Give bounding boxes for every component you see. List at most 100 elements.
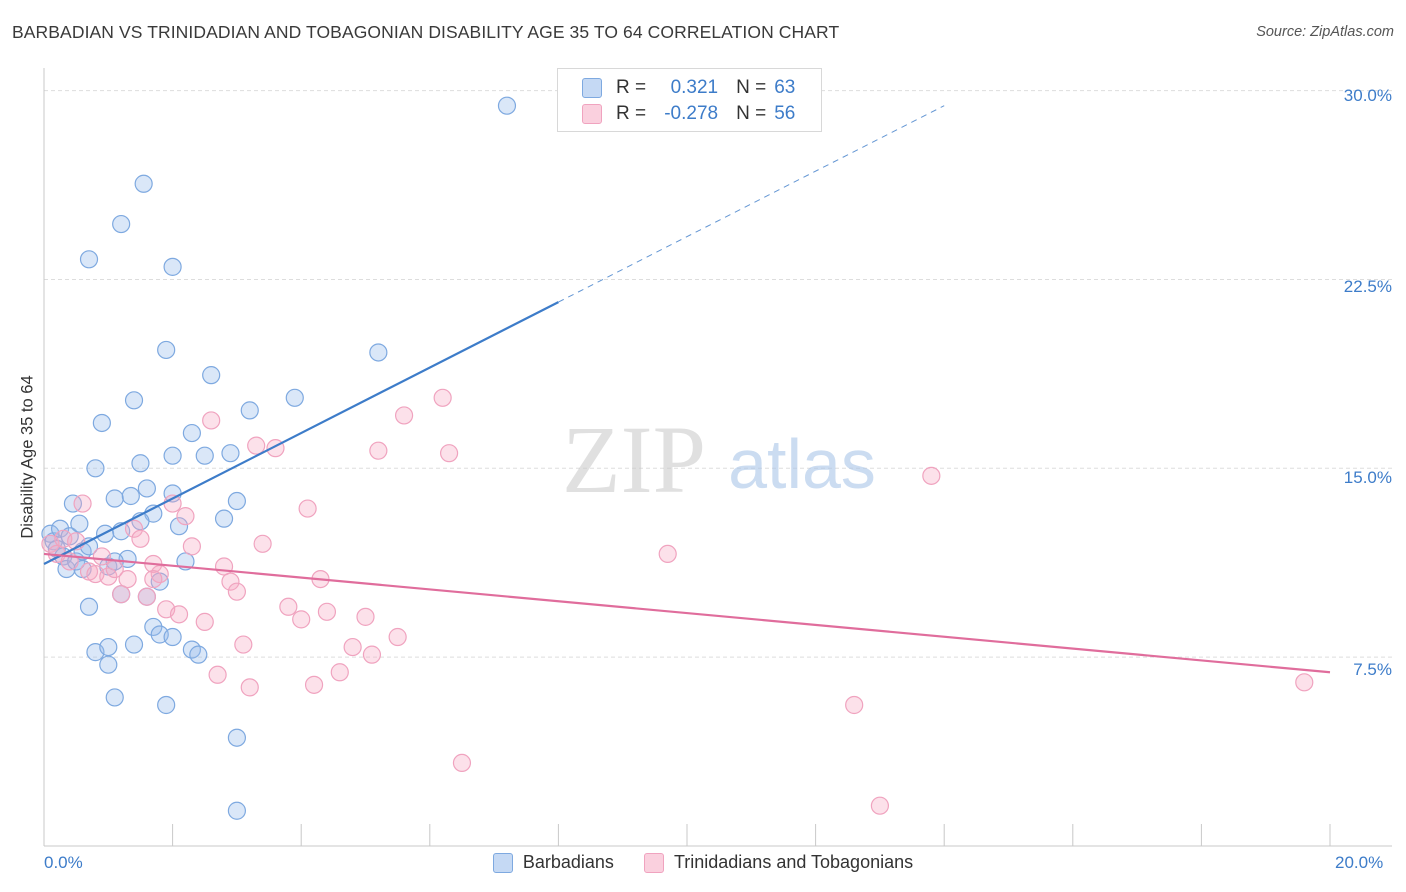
series-name: Barbadians — [522, 852, 614, 872]
trinidadian-point — [247, 436, 266, 455]
trinidadian-point — [922, 466, 941, 485]
barbadian-point — [163, 446, 182, 465]
trinidadian-point — [118, 569, 137, 589]
barbadian-point — [105, 688, 124, 707]
barbadian-point — [99, 637, 118, 657]
trinidadian-point — [182, 537, 201, 556]
trinidadian-point — [356, 607, 375, 626]
legend-n-label: N = — [736, 77, 767, 98]
barbadian-point — [124, 635, 144, 654]
trinidadian-point — [176, 507, 195, 526]
barbadian-point — [70, 514, 89, 533]
trinidadian-point — [99, 567, 118, 586]
trinidadian-point — [292, 610, 311, 629]
legend-swatch-pink — [582, 104, 602, 124]
barbadian-point — [227, 801, 246, 820]
barbadian-point — [497, 96, 517, 115]
barbadian-point — [131, 454, 150, 473]
barbadian-point — [195, 446, 214, 465]
legend-n-label: N = — [736, 103, 767, 124]
barbadian-point — [227, 728, 246, 747]
barbadian-point — [134, 174, 153, 193]
barbadian-point — [169, 517, 189, 536]
trinidadian-point — [343, 637, 362, 657]
barbadian-point — [221, 444, 240, 463]
barbadian-point — [227, 491, 246, 511]
series-swatch-blue — [492, 852, 513, 873]
legend-n-value: 63 — [774, 77, 796, 98]
y-axis-label: Disability Age 35 to 64 — [18, 375, 37, 539]
trinidadian-point — [214, 557, 234, 576]
legend-r-value: -0.278 — [664, 103, 719, 124]
barbadian-point — [202, 366, 221, 385]
series-legend-barbadians[interactable]: Barbadians — [492, 852, 614, 873]
barbadian-point — [121, 486, 140, 506]
barbadian-point — [79, 250, 99, 269]
trinidadian-point — [870, 796, 890, 815]
barbadian-point — [63, 494, 83, 513]
barbadian-point — [214, 509, 234, 528]
trinidadian-point — [112, 585, 131, 604]
x-tick-label-min: 0.0% — [44, 853, 83, 872]
legend-row-barbadians: R = 0.321 N = 63 — [582, 75, 795, 101]
legend-r-label: R = — [616, 103, 647, 124]
barbadian-point — [50, 519, 70, 538]
trinidadian-point — [253, 534, 272, 553]
y-tick-label-30: 30.0% — [1343, 86, 1392, 105]
trinidadian-point — [394, 406, 414, 425]
barbadian-point — [86, 459, 105, 478]
barbadian-trend-line — [43, 301, 559, 565]
barbadian-point — [240, 401, 259, 420]
trinidadian-point — [92, 547, 111, 566]
trinidadian-point — [144, 569, 163, 589]
trinidadian-point — [317, 602, 337, 621]
barbadian-point — [157, 695, 176, 715]
y-tick-label-7-5: 7.5% — [1353, 660, 1392, 679]
trinidadian-point — [452, 753, 472, 773]
trinidadian-point — [195, 612, 214, 631]
barbadian-point — [99, 655, 118, 674]
axes — [43, 68, 1392, 847]
series-swatch-pink — [643, 852, 664, 873]
trinidadian-point — [439, 444, 459, 463]
trinidadian-point — [137, 587, 156, 606]
chart-title: BARBADIAN VS TRINIDADIAN AND TOBAGONIAN … — [12, 22, 840, 42]
series-legend-trinidadians[interactable]: Trinidadians and Tobagonians — [643, 852, 914, 873]
barbadian-point — [369, 343, 388, 362]
correlation-legend: R = 0.321 N = 63 R = -0.278 N = 56 — [557, 68, 822, 132]
series-legend: Barbadians Trinidadians and Tobagonians — [0, 852, 1406, 873]
barbadian-point — [182, 423, 201, 443]
watermark-zip: ZIP — [562, 406, 706, 513]
trend-lines — [43, 105, 1331, 674]
legend-row-trinidadians: R = -0.278 N = 56 — [582, 101, 795, 127]
barbadian-point — [189, 645, 208, 664]
watermark-atlas: atlas — [728, 425, 876, 503]
barbadian-point — [144, 617, 163, 637]
series-name: Trinidadians and Tobagonians — [673, 852, 914, 872]
trinidadian-point — [202, 411, 221, 430]
trinidadian-point — [658, 544, 677, 564]
trinidadian-point — [388, 627, 407, 647]
trinidadian-point — [240, 678, 259, 697]
barbadian-point — [137, 479, 156, 498]
source-label: Source: ZipAtlas.com — [1256, 24, 1394, 40]
trinidadian-point — [330, 663, 349, 682]
trinidadian-point — [298, 499, 317, 518]
barbadian-trend-extension — [558, 105, 945, 303]
barbadian-point — [157, 340, 176, 360]
legend-n-value: 56 — [774, 103, 796, 124]
trinidadian-trend-line — [43, 552, 1331, 674]
watermark: ZIP atlas — [562, 406, 876, 513]
trinidadian-point — [369, 441, 388, 460]
barbadian-point — [124, 391, 144, 410]
barbadian-point — [105, 489, 124, 508]
trinidadian-point — [234, 635, 253, 654]
y-tick-label-22-5: 22.5% — [1343, 277, 1392, 296]
barbadian-point — [112, 214, 131, 234]
trinidadian-point — [1295, 673, 1314, 692]
trinidadian-point — [221, 572, 240, 591]
trinidadian-point — [279, 597, 298, 616]
legend-r-label: R = — [616, 77, 647, 98]
data-points — [41, 96, 1314, 820]
barbadian-point — [163, 627, 182, 647]
